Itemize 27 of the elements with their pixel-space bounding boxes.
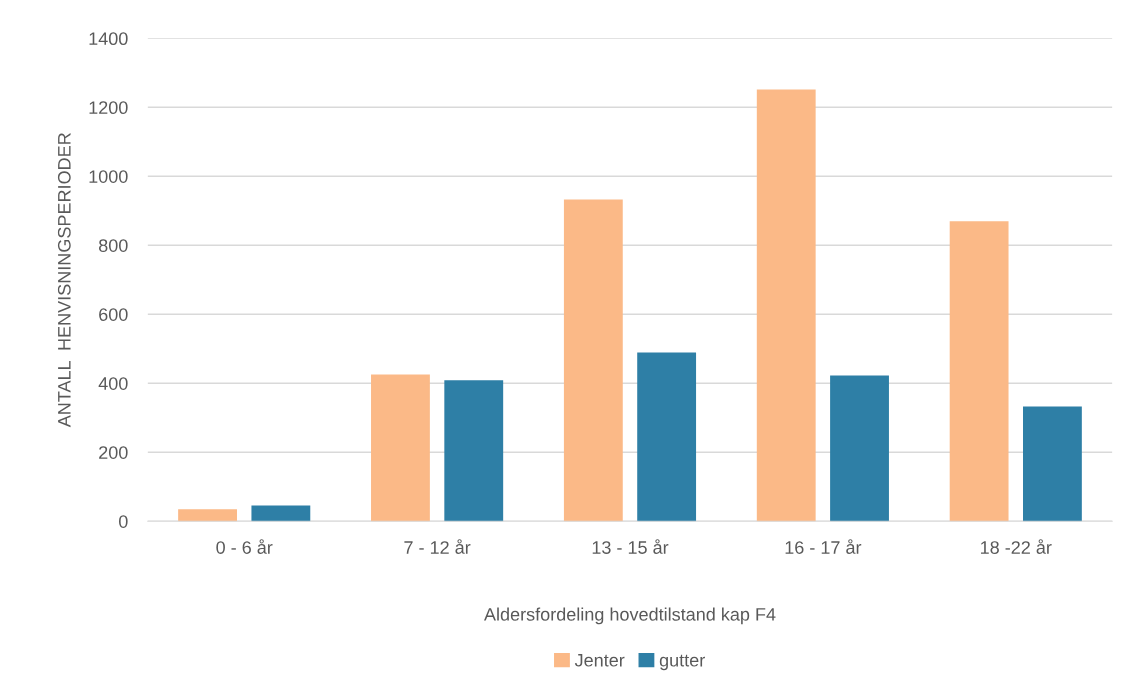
y-tick-label: 200 <box>99 446 128 459</box>
x-tick-label: 7 - 12 år <box>404 539 471 554</box>
bar <box>371 374 430 522</box>
legend-label: gutter <box>659 654 705 671</box>
y-tick-label: 1000 <box>89 170 128 183</box>
bar <box>251 505 311 522</box>
bar <box>563 199 623 522</box>
legend-label: Jenter <box>574 654 625 667</box>
y-tick-label: 1400 <box>89 32 128 46</box>
bar <box>1022 406 1082 522</box>
bar <box>444 380 504 522</box>
y-tick-label: 400 <box>98 377 128 390</box>
x-tick-label: 0 - 6 år <box>216 539 273 554</box>
y-tick-label: 600 <box>99 308 128 321</box>
bar <box>178 509 237 522</box>
y-axis-title: ANTALL HENVISNINGSPERIODER <box>57 133 71 428</box>
x-tick-label: 18 -22 år <box>981 539 1052 554</box>
bar <box>830 375 889 522</box>
bar <box>637 352 697 522</box>
bar <box>756 89 816 522</box>
x-tick-label: 13 - 15 år <box>592 539 669 554</box>
x-tick-label: 16 - 17 år <box>785 539 862 554</box>
y-tick-label: 800 <box>98 239 128 252</box>
x-axis-title: Aldersfordeling hovedtilstand kap F4 <box>484 607 776 625</box>
y-tick-label: 0 <box>118 515 128 528</box>
y-tick-label: 1200 <box>89 101 128 115</box>
bar <box>949 221 1009 522</box>
